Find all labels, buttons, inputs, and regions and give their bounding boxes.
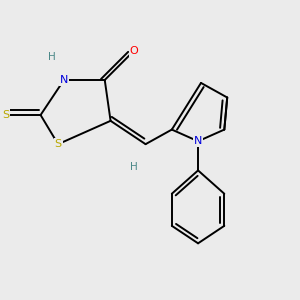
Text: N: N: [60, 75, 68, 85]
Text: H: H: [48, 52, 56, 62]
Text: S: S: [2, 110, 9, 120]
Text: O: O: [130, 46, 138, 56]
Text: S: S: [55, 139, 62, 149]
Text: H: H: [130, 163, 138, 172]
Text: N: N: [194, 136, 202, 146]
